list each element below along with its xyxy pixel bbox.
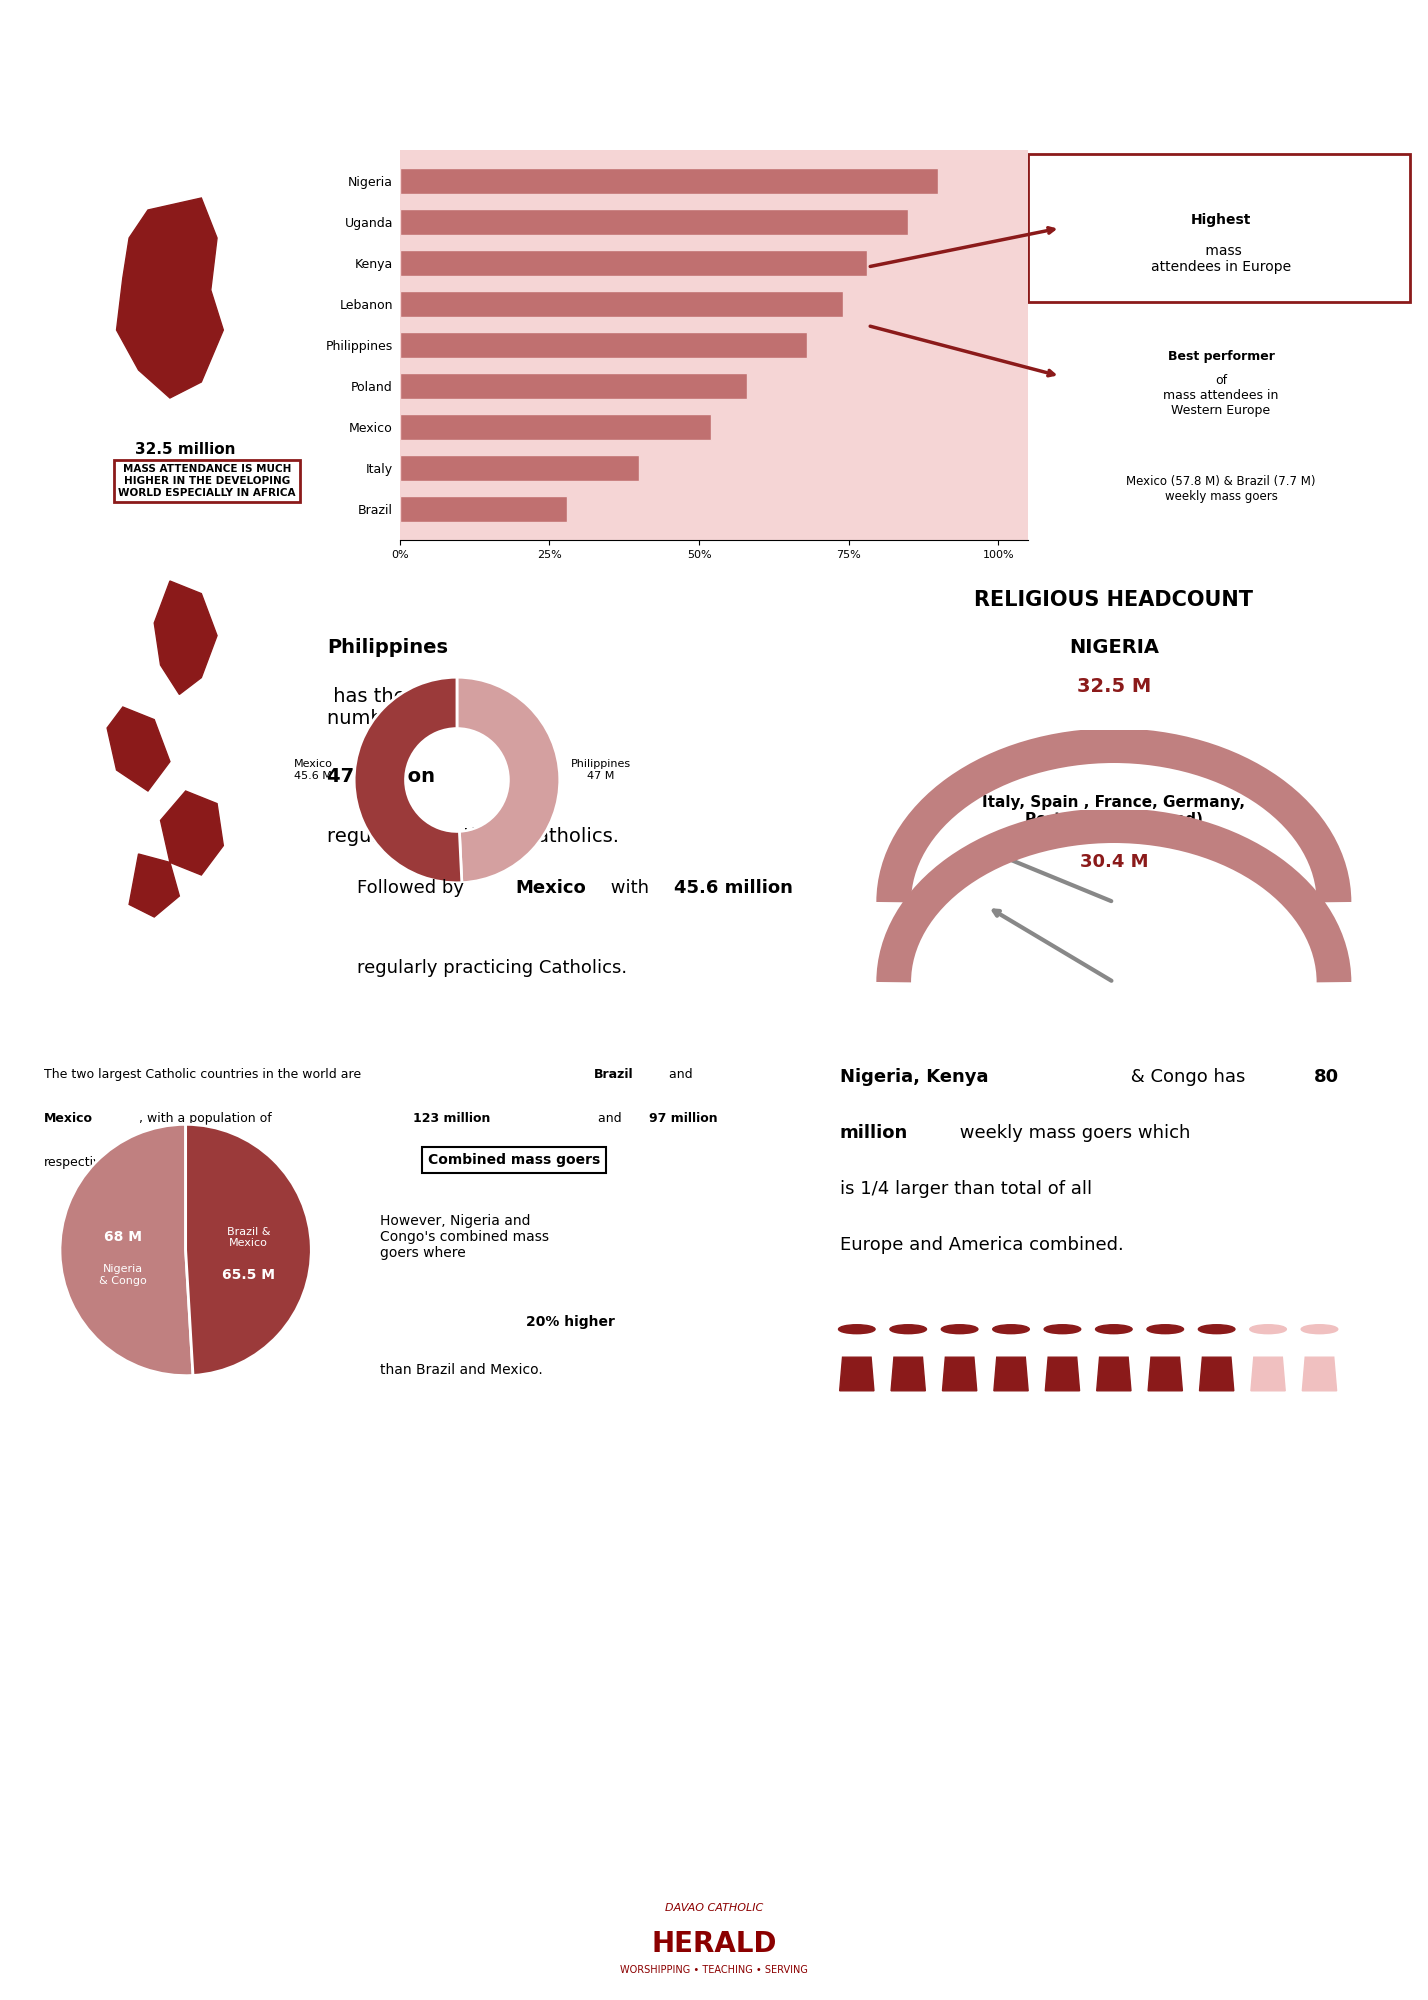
Bar [400, 250, 867, 276]
Text: weekly mass goers which: weekly mass goers which [954, 1124, 1191, 1142]
Polygon shape [1045, 1358, 1080, 1390]
Bar [400, 414, 711, 440]
Circle shape [992, 1324, 1030, 1334]
Bar [400, 454, 640, 482]
Text: is 1/4 larger than total of all: is 1/4 larger than total of all [840, 1180, 1092, 1198]
Circle shape [838, 1324, 875, 1334]
Text: Mexico: Mexico [44, 1112, 93, 1124]
Text: mass
attendees in Europe: mass attendees in Europe [1151, 244, 1291, 274]
Text: The two largest Catholic countries in the world are: The two largest Catholic countries in th… [44, 1068, 366, 1080]
Text: Philippines
47 M: Philippines 47 M [571, 758, 631, 780]
Ellipse shape [1044, 314, 1398, 438]
Text: Brazil: Brazil [594, 1068, 634, 1080]
Text: HERALD: HERALD [651, 1930, 777, 1958]
Circle shape [1301, 1324, 1338, 1334]
Text: with: with [605, 880, 655, 896]
Text: DAVAO CATHOLIC: DAVAO CATHOLIC [665, 1904, 763, 1912]
Text: Europe and America combined.: Europe and America combined. [840, 1236, 1124, 1254]
Text: has the highest
number with: has the highest number with [327, 688, 484, 728]
Text: 97 million: 97 million [650, 1112, 718, 1124]
Ellipse shape [1044, 446, 1398, 532]
Text: Highest: Highest [1191, 214, 1251, 228]
Text: than Brazil and Mexico.: than Brazil and Mexico. [380, 1362, 543, 1376]
Polygon shape [129, 854, 180, 916]
Text: 123 million: 123 million [414, 1112, 491, 1124]
Text: Nigeria
& Congo: Nigeria & Congo [99, 1264, 147, 1286]
Wedge shape [186, 1124, 311, 1376]
Text: of
mass attendees in
Western Europe: of mass attendees in Western Europe [1164, 374, 1278, 418]
Text: Brazil &
Mexico: Brazil & Mexico [227, 1226, 270, 1248]
Text: 32.5 M: 32.5 M [1077, 676, 1151, 696]
Polygon shape [840, 1358, 874, 1390]
Bar [400, 496, 567, 522]
Circle shape [1044, 1324, 1081, 1334]
Text: regularly practicing Catholics.: regularly practicing Catholics. [357, 960, 627, 976]
Wedge shape [60, 1124, 193, 1376]
Text: 30.4 M: 30.4 M [1080, 854, 1148, 872]
Bar [400, 332, 807, 358]
Polygon shape [1251, 1358, 1285, 1390]
Text: MASS ATTENDANCE IS MUCH
HIGHER IN THE DEVELOPING
WORLD ESPECIALLY IN AFRICA: MASS ATTENDANCE IS MUCH HIGHER IN THE DE… [119, 464, 296, 498]
Bar [400, 290, 843, 318]
Text: , with a population of: , with a population of [139, 1112, 276, 1124]
Circle shape [941, 1324, 978, 1334]
FancyBboxPatch shape [1028, 154, 1409, 302]
Text: Mexico: Mexico [516, 880, 587, 896]
Text: and: and [665, 1068, 693, 1080]
Text: 68 M: 68 M [104, 1230, 141, 1244]
Bar [400, 168, 938, 194]
Text: Philippines: Philippines [327, 638, 448, 656]
Text: Catholics: Catholics [154, 486, 217, 500]
Bar [400, 372, 747, 400]
Polygon shape [107, 708, 170, 790]
Text: NIGERIA: NIGERIA [1068, 638, 1160, 656]
Text: 20% higher: 20% higher [527, 1314, 615, 1328]
Text: 45.6 million: 45.6 million [674, 880, 793, 896]
Text: Nigeria, Kenya: Nigeria, Kenya [840, 1068, 988, 1086]
Text: respectively.: respectively. [44, 1156, 123, 1168]
Polygon shape [154, 580, 217, 694]
Polygon shape [123, 422, 170, 490]
Ellipse shape [53, 172, 318, 432]
Text: However, Nigeria and
Congo's combined mass
goers where: However, Nigeria and Congo's combined ma… [380, 1214, 550, 1260]
Text: 80: 80 [1314, 1068, 1339, 1086]
Polygon shape [117, 198, 223, 398]
Text: 32.5 million: 32.5 million [136, 442, 236, 458]
Polygon shape [994, 1358, 1028, 1390]
Text: WORSHIPPING • TEACHING • SERVING: WORSHIPPING • TEACHING • SERVING [620, 1966, 808, 1976]
Text: Followed by: Followed by [357, 880, 470, 896]
Polygon shape [1097, 1358, 1131, 1390]
Wedge shape [457, 678, 560, 882]
Text: Mexico (57.8 M) & Brazil (7.7 M)
weekly mass goers: Mexico (57.8 M) & Brazil (7.7 M) weekly … [1127, 476, 1315, 504]
Text: RELIGIOUS HEADCOUNT: RELIGIOUS HEADCOUNT [974, 590, 1254, 610]
Wedge shape [354, 678, 461, 882]
Text: Combined mass goers: Combined mass goers [428, 1152, 600, 1168]
Text: & Congo has: & Congo has [1125, 1068, 1251, 1086]
Circle shape [1250, 1324, 1287, 1334]
Polygon shape [891, 1358, 925, 1390]
Bar [400, 208, 908, 236]
Polygon shape [942, 1358, 977, 1390]
Circle shape [1095, 1324, 1132, 1334]
Text: MASS ATTENDANCE RATES: MASS ATTENDANCE RATES [116, 26, 1312, 104]
Polygon shape [160, 790, 223, 876]
Text: 65.5 M: 65.5 M [221, 1268, 276, 1282]
Circle shape [890, 1324, 927, 1334]
Polygon shape [1302, 1358, 1337, 1390]
Text: million: million [840, 1124, 908, 1142]
Text: and: and [594, 1112, 625, 1124]
Text: Italy, Spain , France, Germany,
Portugal (Combined): Italy, Spain , France, Germany, Portugal… [982, 794, 1245, 828]
Circle shape [1198, 1324, 1235, 1334]
Text: Best performer: Best performer [1168, 350, 1274, 364]
Text: Mexico
45.6 M: Mexico 45.6 M [294, 758, 333, 780]
Polygon shape [1200, 1358, 1234, 1390]
Text: 47 million: 47 million [327, 766, 436, 786]
Circle shape [1147, 1324, 1184, 1334]
Text: regularly practicing Catholics.: regularly practicing Catholics. [327, 828, 618, 846]
Polygon shape [1148, 1358, 1182, 1390]
